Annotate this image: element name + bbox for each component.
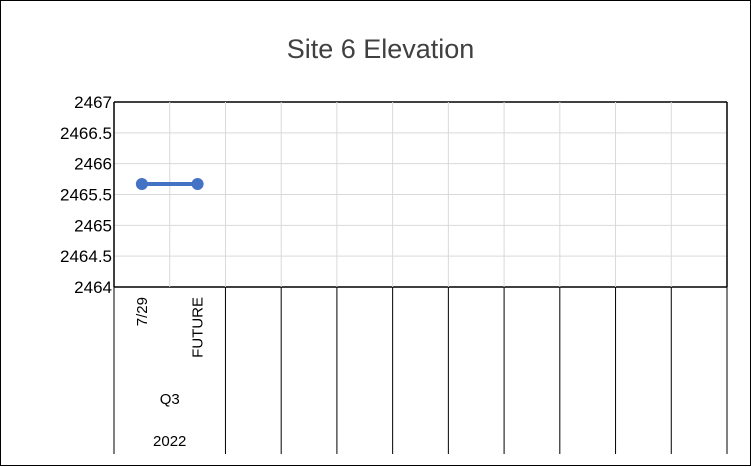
x-group-label-year: 2022 (153, 433, 186, 450)
x-category-label: 7/29 (134, 297, 151, 326)
y-tick-label: 2465 (74, 216, 112, 235)
data-point (135, 178, 148, 191)
y-tick-label: 2464 (74, 278, 112, 297)
y-tick-label: 2466 (74, 155, 112, 174)
series-group (135, 178, 204, 191)
x-group-label-quarter: Q3 (160, 391, 180, 408)
y-tick-label: 2464.5 (60, 247, 112, 266)
x-category-label: FUTURE (190, 297, 207, 358)
gridlines (113, 101, 728, 288)
x-axis: 7/29 FUTURE Q3 2022 (113, 287, 728, 454)
data-point (191, 178, 204, 191)
y-tick-label: 2467 (74, 93, 112, 112)
y-axis-tick-labels: 2467 2466.5 2466 2465.5 2465 2464.5 2464 (60, 93, 112, 297)
chart-title: Site 6 Elevation (287, 34, 475, 64)
y-tick-label: 2466.5 (60, 124, 112, 143)
y-tick-label: 2465.5 (60, 186, 112, 205)
